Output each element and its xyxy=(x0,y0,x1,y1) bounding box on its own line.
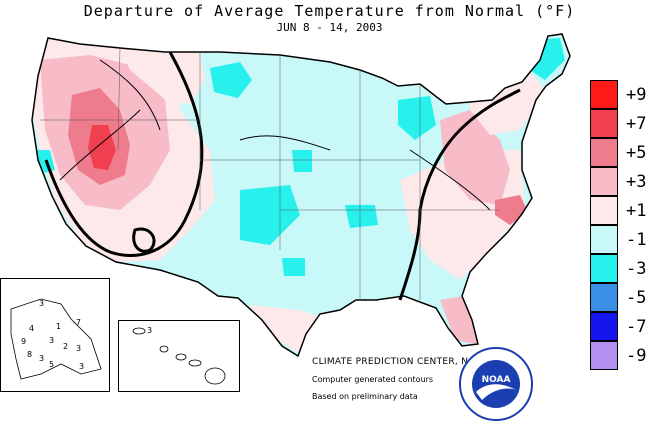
alaska-label: 9 xyxy=(21,337,26,346)
legend-swatch xyxy=(590,254,618,283)
legend-swatch xyxy=(590,138,618,167)
legend-swatch xyxy=(590,80,618,109)
cold-greatlakes-minus3 xyxy=(398,96,436,140)
map-subtitle: JUN 8 - 14, 2003 xyxy=(276,21,383,34)
legend-label: -1 xyxy=(626,230,647,250)
west-warm-plus7 xyxy=(88,125,116,170)
hawaii-inset: 3 xyxy=(118,320,240,392)
legend-label: -3 xyxy=(626,259,647,279)
alaska-label: 1 xyxy=(56,322,61,331)
legend-swatch xyxy=(590,225,618,254)
legend-swatch xyxy=(590,196,618,225)
legend-label: +3 xyxy=(626,172,647,192)
hawaii-label: 3 xyxy=(147,326,152,335)
zero-contour-loop xyxy=(132,227,156,253)
alaska-label: 3 xyxy=(76,344,81,353)
cold-montana-minus3 xyxy=(210,62,252,98)
legend-swatch xyxy=(590,167,618,196)
alaska-label: 2 xyxy=(63,342,68,351)
legend-label: -9 xyxy=(626,346,647,366)
legend-label: -7 xyxy=(626,317,647,337)
alaska-label: 3 xyxy=(39,354,44,363)
alaska-label: 4 xyxy=(29,324,34,333)
alaska-label: 8 xyxy=(27,350,32,359)
alaska-label: 3 xyxy=(39,299,44,308)
cold-kansas-minus3 xyxy=(292,150,312,172)
legend-label: +7 xyxy=(626,114,647,134)
alaska-inset: 3 4 1 3 -7 9 8 3 2 3 5 3 xyxy=(0,278,110,392)
credit-organization: CLIMATE PREDICTION CENTER, NOAA xyxy=(312,357,489,367)
legend-swatch xyxy=(590,312,618,341)
credit-contours: Computer generated contours xyxy=(312,375,434,384)
cold-plains-minus3 xyxy=(240,185,300,245)
noaa-logo-text: NOAA xyxy=(482,375,511,385)
map-title: Departure of Average Temperature from No… xyxy=(83,2,576,20)
cold-texas-minus3 xyxy=(282,258,305,276)
legend-label: +5 xyxy=(626,143,647,163)
credit-data: Based on preliminary data xyxy=(312,392,418,401)
legend-swatch xyxy=(590,341,618,370)
noaa-logo-icon: NOAA xyxy=(459,347,533,421)
alaska-label: 5 xyxy=(49,360,54,369)
zero-contour-east xyxy=(398,88,521,301)
alaska-label: 3 xyxy=(79,362,84,371)
zero-contour-west xyxy=(44,51,204,257)
legend-swatch xyxy=(590,109,618,138)
alaska-label: -7 xyxy=(73,318,81,327)
legend-swatch xyxy=(590,283,618,312)
legend-label: +9 xyxy=(626,85,647,105)
cold-missouri-minus3 xyxy=(345,205,378,228)
north-plains-plus1 xyxy=(120,48,205,105)
legend-label: +1 xyxy=(626,201,647,221)
legend-label: -5 xyxy=(626,288,647,308)
alaska-label: 3 xyxy=(49,336,54,345)
